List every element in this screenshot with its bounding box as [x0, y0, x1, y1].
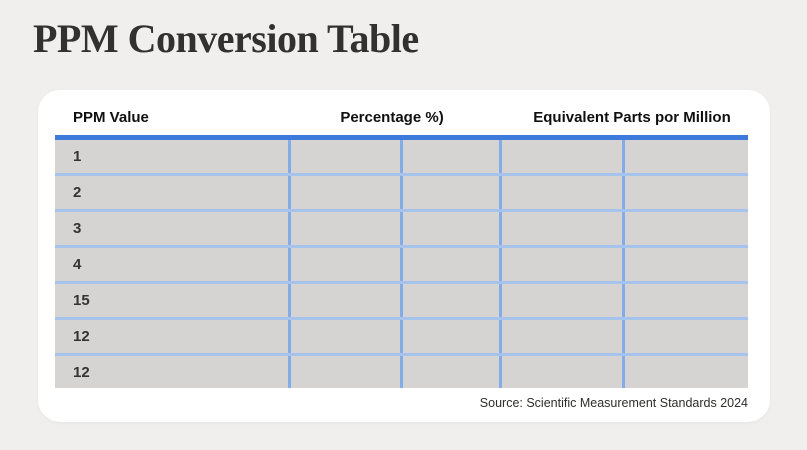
cell-empty: [291, 212, 403, 245]
cell-empty: [291, 284, 403, 317]
cell-empty: [502, 284, 625, 317]
cell-empty: [625, 356, 748, 388]
cell-ppm-value: 2: [55, 176, 291, 209]
table-card: PPM Value Percentage %) Equivalent Parts…: [38, 90, 770, 422]
table-row: 3: [55, 212, 748, 248]
table-row: 15: [55, 284, 748, 320]
table-row: 4: [55, 248, 748, 284]
conversion-table: 1 2 3 4: [55, 135, 748, 388]
table-row: 1: [55, 140, 748, 176]
cell-empty: [502, 320, 625, 353]
cell-empty: [403, 284, 502, 317]
cell-empty: [625, 140, 748, 173]
cell-empty: [625, 176, 748, 209]
cell-empty: [291, 356, 403, 388]
header-divider-line: [55, 135, 748, 140]
cell-empty: [502, 140, 625, 173]
cell-empty: [291, 176, 403, 209]
cell-empty: [625, 212, 748, 245]
cell-empty: [403, 140, 502, 173]
cell-empty: [502, 356, 625, 388]
cell-empty: [291, 320, 403, 353]
cell-empty: [403, 356, 502, 388]
source-note: Source: Scientific Measurement Standards…: [479, 396, 748, 410]
cell-ppm-value: 1: [55, 140, 291, 173]
cell-empty: [625, 320, 748, 353]
table-row: 12: [55, 356, 748, 388]
cell-empty: [625, 284, 748, 317]
cell-empty: [403, 212, 502, 245]
cell-empty: [403, 176, 502, 209]
cell-empty: [403, 248, 502, 281]
cell-empty: [502, 212, 625, 245]
cell-ppm-value: 12: [55, 320, 291, 353]
cell-ppm-value: 4: [55, 248, 291, 281]
cell-ppm-value: 3: [55, 212, 291, 245]
cell-empty: [403, 320, 502, 353]
page-title: PPM Conversion Table: [33, 16, 419, 61]
cell-empty: [625, 248, 748, 281]
cell-empty: [291, 140, 403, 173]
cell-empty: [502, 248, 625, 281]
cell-ppm-value: 12: [55, 356, 291, 388]
cell-empty: [502, 176, 625, 209]
table-row: 2: [55, 176, 748, 212]
table-row: 12: [55, 320, 748, 356]
column-header-equivalent-parts: Equivalent Parts por Million: [533, 109, 731, 126]
column-header-percentage: Percentage %): [340, 109, 444, 126]
cell-empty: [291, 248, 403, 281]
cell-ppm-value: 15: [55, 284, 291, 317]
column-header-ppm-value: PPM Value: [73, 109, 149, 126]
